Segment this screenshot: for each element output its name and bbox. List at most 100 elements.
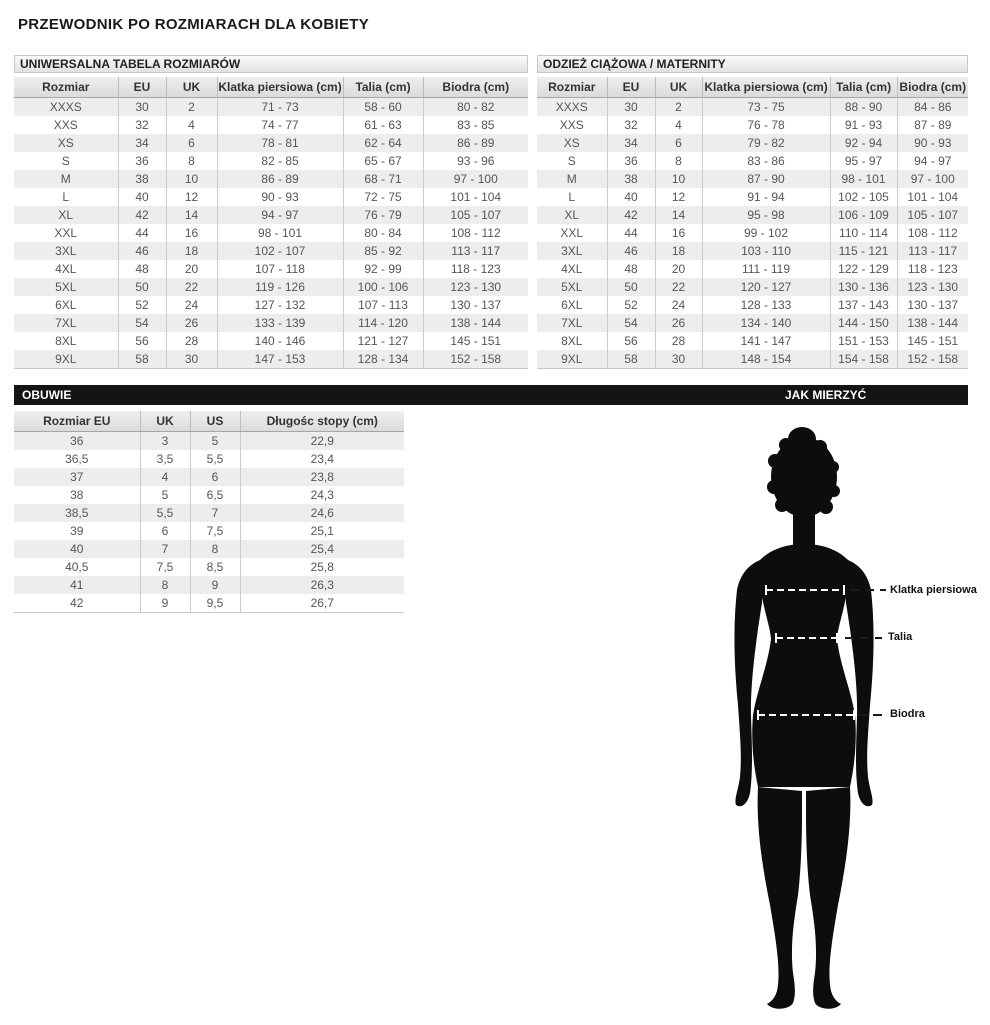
page-title: PRZEWODNIK PO ROZMIARACH DLA KOBIETY <box>18 16 370 33</box>
cell: 26,7 <box>239 594 404 613</box>
cell: 9,5 <box>189 594 240 613</box>
cell: 98 - 101 <box>216 224 343 242</box>
cell: 5 <box>139 486 190 504</box>
cell: 50 <box>117 278 166 296</box>
cell: 26 <box>654 314 702 332</box>
cell: 128 - 133 <box>701 296 830 314</box>
woman-silhouette-figure <box>734 427 886 1009</box>
cell: 9XL <box>55 352 77 366</box>
cell: 8 <box>189 540 240 558</box>
cell: 118 - 123 <box>422 260 528 278</box>
cell: 95 - 97 <box>829 152 897 170</box>
cell: XXL <box>54 226 78 240</box>
cell: 120 - 127 <box>701 278 830 296</box>
cell: 7XL <box>55 316 77 330</box>
cell: 7,5 <box>189 522 240 540</box>
cell: 3XL <box>55 244 77 258</box>
cell: XS <box>57 136 74 150</box>
cell: 40,5 <box>65 560 89 574</box>
cell: 92 - 94 <box>829 134 897 152</box>
table-row: XXL 44 16 98 - 101 80 - 84 108 - 112 <box>14 224 528 242</box>
cell: 36 <box>606 152 655 170</box>
cell: 25,8 <box>239 558 404 576</box>
cell: 22 <box>654 278 702 296</box>
cell: 105 - 107 <box>422 206 528 224</box>
table-row: L 40 12 90 - 93 72 - 75 101 - 104 <box>14 188 528 206</box>
cell: 52 <box>117 296 166 314</box>
cell: 144 - 150 <box>829 314 897 332</box>
column-header: UK <box>654 77 702 98</box>
cell: 127 - 132 <box>216 296 343 314</box>
cell: 148 - 154 <box>701 350 830 369</box>
cell: XXS <box>559 118 584 132</box>
cell: 42 <box>70 596 84 610</box>
universal-section-header: UNIWERSALNA TABELA ROZMIARÓW <box>14 55 528 73</box>
column-header: Biodra (cm) <box>896 77 968 98</box>
cell: 137 - 143 <box>829 296 897 314</box>
cell: 5,5 <box>189 450 240 468</box>
cell: 130 - 137 <box>896 296 968 314</box>
cell: 18 <box>654 242 702 260</box>
cell: 115 - 121 <box>829 242 897 260</box>
cell: 154 - 158 <box>829 350 897 369</box>
column-header: Klatka piersiowa (cm) <box>216 77 343 98</box>
cell: 23,8 <box>239 468 404 486</box>
table-row: 5XL 50 22 119 - 126 100 - 106 123 - 130 <box>14 278 528 296</box>
cell: 123 - 130 <box>896 278 968 296</box>
table-row: XXXS 30 2 71 - 73 58 - 60 80 - 82 <box>14 97 528 116</box>
column-header: UK <box>139 411 190 432</box>
cell: 30 <box>117 97 166 116</box>
cell: 39 <box>70 524 84 538</box>
cell: 3 <box>139 431 190 450</box>
cell: 37 <box>70 470 84 484</box>
cell: 113 - 117 <box>422 242 528 260</box>
cell: 92 - 99 <box>342 260 423 278</box>
cell: 110 - 114 <box>829 224 897 242</box>
cell: 72 - 75 <box>342 188 423 206</box>
column-header: Rozmiar EU <box>14 411 140 432</box>
cell: 30 <box>606 97 655 116</box>
cell: 26 <box>165 314 217 332</box>
cell: 138 - 144 <box>422 314 528 332</box>
cell: 22,9 <box>239 431 404 450</box>
cell: 8,5 <box>189 558 240 576</box>
table-row: XXS 32 4 74 - 77 61 - 63 83 - 85 <box>14 116 528 134</box>
cell: 48 <box>117 260 166 278</box>
cell: 102 - 107 <box>216 242 343 260</box>
table-row: XL 42 14 95 - 98 106 - 109 105 - 107 <box>537 206 968 224</box>
cell: S <box>567 154 576 168</box>
column-header: Rozmiar <box>537 77 607 98</box>
cell: 28 <box>165 332 217 350</box>
cell: 54 <box>117 314 166 332</box>
cell: 38 <box>606 170 655 188</box>
cell: 97 - 100 <box>896 170 968 188</box>
cell: 26,3 <box>239 576 404 594</box>
table-row: 39 6 7,5 25,1 <box>14 522 404 540</box>
cell: 24,6 <box>239 504 404 522</box>
cell: 6XL <box>55 298 77 312</box>
shoes-panel: Rozmiar EU UK US Długośc stopy (cm) 36 3 5 22,… <box>14 411 404 613</box>
cell: S <box>61 154 70 168</box>
cell: 54 <box>606 314 655 332</box>
cell: 12 <box>654 188 702 206</box>
cell: 30 <box>165 350 217 369</box>
obuwie-label: OBUWIE <box>22 388 72 402</box>
maternity-size-panel: ODZIEŻ CIĄŻOWA / MATERNITY Rozmiar EU UK Kl… <box>537 55 968 369</box>
table-row: 9XL 58 30 148 - 154 154 - 158 152 - 158 <box>537 350 968 369</box>
cell: 36 <box>70 434 84 448</box>
measurement-figure <box>690 425 990 1020</box>
column-header: US <box>189 411 240 432</box>
table-row: 41 8 9 26,3 <box>14 576 404 594</box>
cell: 145 - 151 <box>422 332 528 350</box>
cell: 91 - 93 <box>829 116 897 134</box>
column-header: Długośc stopy (cm) <box>239 411 404 432</box>
table-row: XXL 44 16 99 - 102 110 - 114 108 - 112 <box>537 224 968 242</box>
table-row: M 38 10 86 - 89 68 - 71 97 - 100 <box>14 170 528 188</box>
cell: 24 <box>654 296 702 314</box>
cell: 93 - 96 <box>422 152 528 170</box>
table-row: S 36 8 82 - 85 65 - 67 93 - 96 <box>14 152 528 170</box>
universal-size-table: Rozmiar EU UK Klatka piersiowa (cm) Talia (c… <box>14 77 528 369</box>
cell: 87 - 90 <box>701 170 830 188</box>
cell: 100 - 106 <box>342 278 423 296</box>
cell: 108 - 112 <box>896 224 968 242</box>
